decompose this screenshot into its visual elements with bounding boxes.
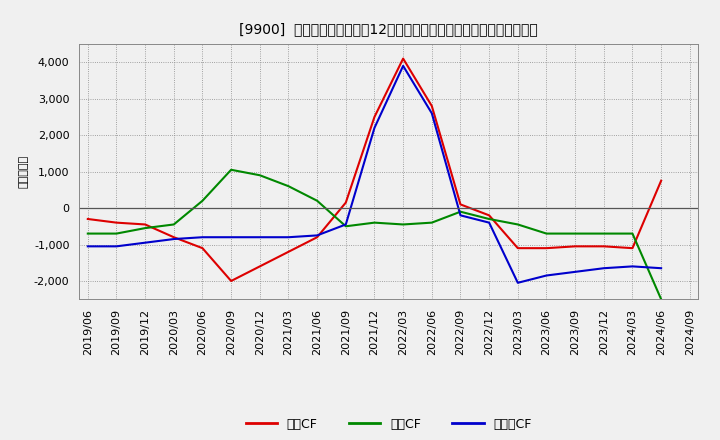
フリーCF xyxy=(542,273,551,278)
フリーCF xyxy=(284,235,293,240)
営業CF xyxy=(571,244,580,249)
営業CF xyxy=(112,220,121,225)
投資CF xyxy=(456,209,465,214)
フリーCF xyxy=(169,236,178,242)
フリーCF xyxy=(141,240,150,246)
フリーCF xyxy=(456,213,465,218)
投資CF xyxy=(571,231,580,236)
Y-axis label: （百万円）: （百万円） xyxy=(18,155,28,188)
営業CF xyxy=(513,246,522,251)
Line: フリーCF: フリーCF xyxy=(88,66,661,283)
営業CF xyxy=(284,249,293,254)
営業CF xyxy=(256,264,264,269)
フリーCF xyxy=(198,235,207,240)
フリーCF xyxy=(84,244,92,249)
営業CF xyxy=(600,244,608,249)
Title: [9900]  キャッシュフローの12か月移動合計の対前年同期増減額の推移: [9900] キャッシュフローの12か月移動合計の対前年同期増減額の推移 xyxy=(240,22,538,36)
投資CF xyxy=(84,231,92,236)
Line: 投資CF: 投資CF xyxy=(88,170,661,299)
フリーCF xyxy=(341,222,350,227)
営業CF xyxy=(169,235,178,240)
投資CF xyxy=(657,297,665,302)
投資CF xyxy=(169,222,178,227)
営業CF xyxy=(84,216,92,222)
営業CF xyxy=(628,246,636,251)
投資CF xyxy=(370,220,379,225)
営業CF xyxy=(485,213,493,218)
投資CF xyxy=(198,198,207,203)
フリーCF xyxy=(312,233,321,238)
投資CF xyxy=(227,167,235,172)
営業CF xyxy=(312,235,321,240)
投資CF xyxy=(312,198,321,203)
営業CF xyxy=(227,279,235,284)
投資CF xyxy=(428,220,436,225)
フリーCF xyxy=(657,266,665,271)
投資CF xyxy=(513,222,522,227)
フリーCF xyxy=(227,235,235,240)
Legend: 営業CF, 投資CF, フリーCF: 営業CF, 投資CF, フリーCF xyxy=(240,413,537,436)
営業CF xyxy=(141,222,150,227)
営業CF xyxy=(370,114,379,120)
フリーCF xyxy=(428,110,436,116)
営業CF xyxy=(657,178,665,183)
投資CF xyxy=(542,231,551,236)
フリーCF xyxy=(256,235,264,240)
営業CF xyxy=(198,246,207,251)
投資CF xyxy=(284,183,293,189)
営業CF xyxy=(341,200,350,205)
Line: 営業CF: 営業CF xyxy=(88,59,661,281)
フリーCF xyxy=(112,244,121,249)
営業CF xyxy=(542,246,551,251)
フリーCF xyxy=(513,280,522,286)
フリーCF xyxy=(600,266,608,271)
営業CF xyxy=(399,56,408,61)
営業CF xyxy=(456,202,465,207)
投資CF xyxy=(141,225,150,231)
投資CF xyxy=(112,231,121,236)
投資CF xyxy=(256,172,264,178)
投資CF xyxy=(628,231,636,236)
投資CF xyxy=(341,224,350,229)
フリーCF xyxy=(485,220,493,225)
フリーCF xyxy=(399,63,408,69)
フリーCF xyxy=(628,264,636,269)
投資CF xyxy=(600,231,608,236)
営業CF xyxy=(428,103,436,109)
フリーCF xyxy=(571,269,580,275)
投資CF xyxy=(399,222,408,227)
投資CF xyxy=(485,216,493,222)
フリーCF xyxy=(370,125,379,131)
